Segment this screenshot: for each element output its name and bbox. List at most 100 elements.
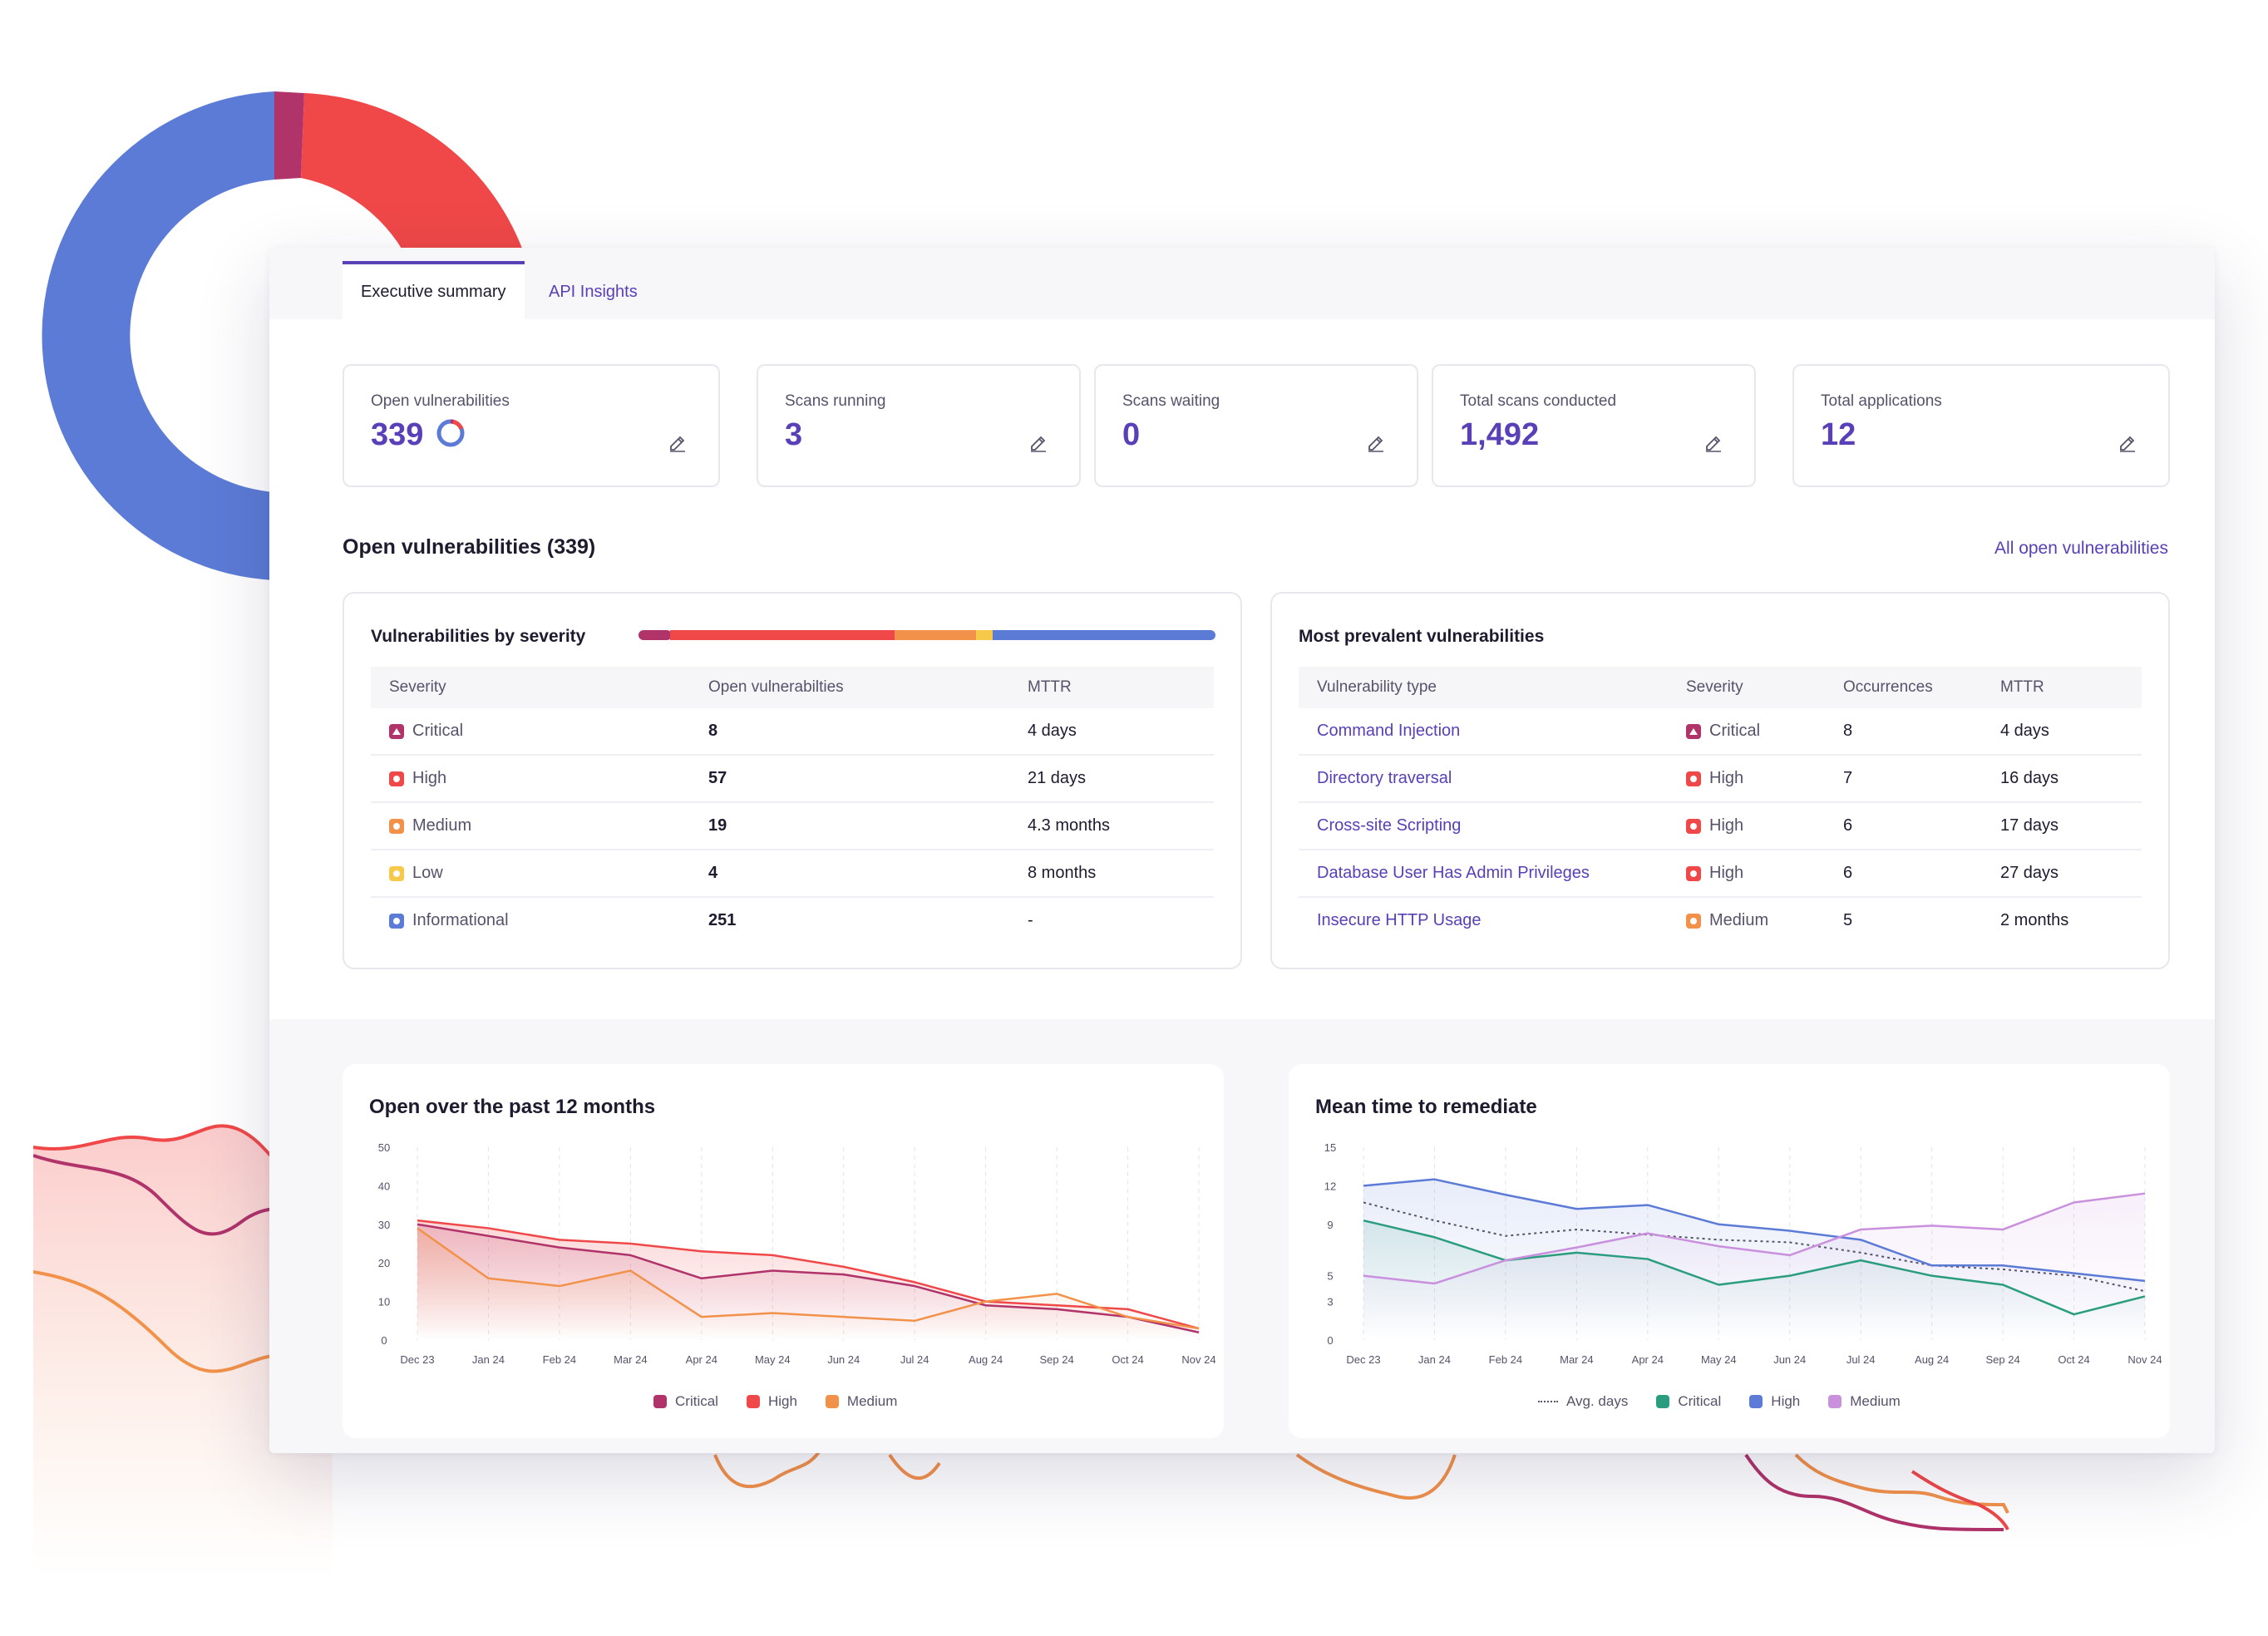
tab-bar: Executive summary API Insights [269,248,2215,323]
stat-card-total-applications[interactable]: Total applications 12 [1792,364,2170,487]
mttr-cell: 8 months [1009,850,1214,898]
y-tick-label: 50 [378,1141,390,1154]
mttr-cell: 4.3 months [1009,802,1214,850]
mttr-cell: - [1028,911,1033,929]
mean-time-to-remediate-card: Mean time to remediate 0 3 5 9 12 15 Dec 23 Jan… [1289,1064,2170,1438]
stat-card-total-scans[interactable]: Total scans conducted 1,492 [1432,364,1756,487]
stat-value: 1,492 [1460,417,1540,452]
table-row: Insecure HTTP Usage Medium 5 2 months [1299,897,2142,944]
x-tick-label: Jul 24 [900,1353,929,1366]
mttr-cell: 27 days [1982,850,2142,898]
series-line-high [417,1219,1200,1330]
stat-label: Open vulnerabilities [371,392,510,410]
high-severity-icon [1686,818,1701,834]
severity-distribution-bar [638,630,1215,640]
vulnerability-link[interactable]: Cross-site Scripting [1299,802,1668,850]
stat-card-scans-waiting[interactable]: Scans waiting 0 [1094,364,1418,487]
series-line-high [1363,1178,2146,1283]
severity-label: Low [412,864,443,882]
severity-label: Critical [1709,722,1761,740]
tab-api-insights[interactable]: API Insights [549,283,638,301]
high-severity-icon [389,771,404,786]
occurrences-cell: 8 [1825,708,1982,756]
severity-label: Informational [412,911,509,929]
count-cell: 19 [690,802,1009,850]
legend-swatch [1656,1395,1670,1408]
legend-label: High [1771,1393,1801,1409]
x-tick-label: Sep 24 [1985,1353,2019,1366]
x-tick-label: Mar 24 [614,1353,647,1366]
mini-donut-icon [436,419,465,447]
open-vulnerabilities-line-chart: 0 10 20 30 40 50 Dec 23 Jan 24 Feb 24 Mar 24 Apr 2… [378,1141,1216,1366]
y-tick-label: 0 [1327,1334,1333,1347]
y-tick-label: 3 [1327,1296,1333,1308]
severity-label: High [1709,864,1744,882]
stat-label: Scans waiting [1122,392,1220,410]
column-header: MTTR [1982,667,2142,708]
severity-label: High [412,769,447,787]
legend-swatch [1828,1395,1842,1408]
legend-item-high: High [746,1393,797,1410]
legend-swatch [825,1395,839,1408]
vulnerability-link[interactable]: Database User Has Admin Privileges [1299,850,1668,898]
y-tick-label: 5 [1327,1270,1333,1283]
chart-title: Open over the past 12 months [369,1096,656,1118]
mttr-cell: 16 days [1982,755,2142,803]
legend-item-avg-days: Avg. days [1538,1393,1628,1410]
charts-area: Open over the past 12 months 0 10 20 30 40 50… [269,1019,2215,1453]
series-line-critical [417,1223,1200,1333]
x-tick-label: Jan 24 [1418,1353,1451,1366]
y-tick-label: 12 [1324,1180,1336,1192]
stat-label: Scans running [785,392,886,410]
series-line-medium [1363,1192,2146,1285]
stat-card-scans-running[interactable]: Scans running 3 [757,364,1081,487]
severity-label: Medium [1709,911,1769,929]
edit-icon[interactable] [668,434,687,452]
prevalent-table: Vulnerability type Severity Occurrences … [1299,667,2142,944]
table-row: Command Injection Critical 8 4 days [1299,708,2142,756]
column-header: Open vulnerabilties [690,667,1009,708]
edit-icon[interactable] [1029,434,1048,452]
count-cell: 57 [690,755,1009,803]
low-severity-icon [389,865,404,881]
high-severity-icon [1686,865,1701,881]
occurrences-cell: 6 [1825,802,1982,850]
table-row: Low 4 8 months [371,850,1214,898]
severity-label: High [1709,816,1744,835]
severity-table: Severity Open vulnerabilties MTTR Critic… [371,667,1214,944]
x-tick-label: Apr 24 [686,1353,717,1366]
edit-icon[interactable] [2118,434,2137,452]
legend-item-medium: Medium [825,1393,897,1410]
x-tick-label: Oct 24 [1112,1353,1143,1366]
table-row: Informational 251 - [371,897,1214,944]
edit-icon[interactable] [1367,434,1385,452]
count-cell: 8 [690,708,1009,756]
vulnerability-link[interactable]: Insecure HTTP Usage [1317,911,1482,929]
table-row: Cross-site Scripting High 6 17 days [1299,802,2142,850]
chart-title: Mean time to remediate [1315,1096,1537,1118]
x-tick-label: Oct 24 [2058,1353,2089,1366]
all-open-vulnerabilities-link[interactable]: All open vulnerabilities [1994,539,2168,558]
legend-label: High [767,1393,797,1409]
edit-icon[interactable] [1704,434,1723,452]
table-row: Critical 8 4 days [371,708,1214,756]
prevalent-box: Most prevalent vulnerabilities Vulnerabi… [1270,592,2170,969]
decorative-donut-chart [42,91,524,581]
vulnerability-link[interactable]: Directory traversal [1299,755,1668,803]
y-tick-label: 20 [378,1257,390,1269]
high-severity-icon [1686,771,1701,786]
occurrences-cell: 7 [1825,755,1982,803]
vulnerability-link[interactable]: Command Injection [1299,708,1668,756]
stat-card-open-vulnerabilities[interactable]: Open vulnerabilities 339 [343,364,720,487]
stat-value-number: 339 [371,417,424,452]
dashboard-panel: Executive summary API Insights Open vuln… [269,248,2215,1453]
table-row: Medium 19 4.3 months [371,802,1214,850]
legend-item-critical: Critical [1656,1393,1721,1410]
column-header: Severity [1668,667,1825,708]
stat-value: 3 [785,417,803,452]
medium-severity-icon [389,818,404,834]
x-tick-label: May 24 [755,1353,791,1366]
y-tick-label: 0 [381,1334,387,1347]
series-line-medium [417,1227,1200,1330]
tab-executive-summary[interactable]: Executive summary [343,261,525,323]
